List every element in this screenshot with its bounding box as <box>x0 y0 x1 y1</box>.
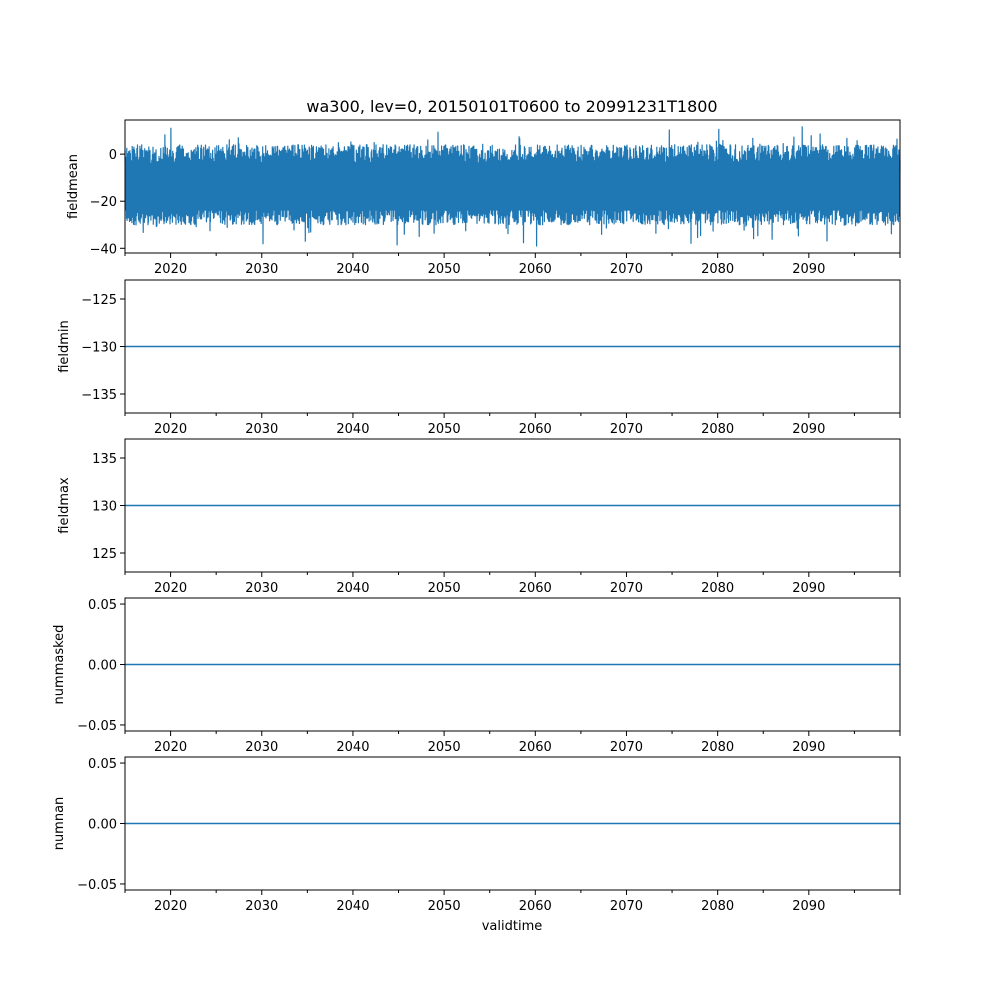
y-axis-label-fieldmax: fieldmax <box>57 477 72 534</box>
x-tick-label: 2090 <box>792 740 825 755</box>
x-tick-label: 2050 <box>428 581 461 596</box>
y-tick-label: −0.05 <box>77 878 117 893</box>
x-tick-label: 2060 <box>519 262 552 277</box>
x-tick-label: 2020 <box>154 581 187 596</box>
figure-title: wa300, lev=0, 20150101T0600 to 20991231T… <box>306 97 717 116</box>
x-tick-label: 2090 <box>792 581 825 596</box>
x-tick-label: 2050 <box>428 740 461 755</box>
y-tick-label: 125 <box>92 547 117 562</box>
x-tick-label: 2020 <box>154 262 187 277</box>
x-tick-label: 2030 <box>245 740 278 755</box>
x-tick-label: 2030 <box>245 262 278 277</box>
x-tick-label: 2070 <box>610 262 643 277</box>
axes-frame-fieldmean <box>124 119 901 254</box>
x-tick-label: 2030 <box>245 581 278 596</box>
subplot-nummasked: 2020 2030 2040 2050 2060 2070 2080 2090 0.05 0.00… <box>52 597 901 755</box>
y-tick-label: 0 <box>109 148 117 163</box>
x-tick-label: 2030 <box>245 899 278 914</box>
x-tick-label: 2080 <box>701 581 734 596</box>
x-tick-label: 2090 <box>792 262 825 277</box>
x-tick-label: 2050 <box>428 262 461 277</box>
x-tick-label: 2080 <box>701 740 734 755</box>
y-tick-label: −40 <box>90 242 117 257</box>
y-axis-label-fieldmin: fieldmin <box>57 320 72 373</box>
x-tick-label: 2040 <box>336 740 369 755</box>
y-tick-label: 0.05 <box>88 757 117 772</box>
x-tick-label: 2060 <box>519 581 552 596</box>
x-tick-label: 2040 <box>336 899 369 914</box>
x-tick-label: 2080 <box>701 262 734 277</box>
x-tick-label: 2020 <box>154 899 187 914</box>
x-tick-label: 2030 <box>245 422 278 437</box>
subplots: 2020 2030 2040 2050 2060 2070 2080 2090 −40 −20 0 f… <box>52 119 901 914</box>
y-tick-label: −0.05 <box>77 719 117 734</box>
x-tick-label: 2090 <box>792 899 825 914</box>
x-axis-label: validtime <box>482 919 543 934</box>
subplot-fieldmax: 2020 2030 2040 2050 2060 2070 2080 2090 135 130 12… <box>57 438 901 596</box>
y-tick-label: 130 <box>92 500 117 515</box>
subplot-fieldmin: 2020 2030 2040 2050 2060 2070 2080 2090 −125 −130… <box>57 279 901 437</box>
x-tick-label: 2070 <box>610 740 643 755</box>
x-tick-label: 2090 <box>792 422 825 437</box>
y-tick-label: 0.00 <box>88 818 117 833</box>
x-tick-label: 2050 <box>428 422 461 437</box>
x-tick-label: 2040 <box>336 581 369 596</box>
y-tick-label: 0.05 <box>88 598 117 613</box>
x-tick-label: 2020 <box>154 422 187 437</box>
series-band-fieldmean <box>125 168 900 211</box>
x-tick-label: 2080 <box>701 422 734 437</box>
x-tick-label: 2060 <box>519 899 552 914</box>
y-tick-label: −130 <box>81 341 117 356</box>
y-tick-label: −135 <box>81 388 117 403</box>
x-tick-label: 2020 <box>154 740 187 755</box>
x-tick-label: 2070 <box>610 581 643 596</box>
subplot-numnan: 2020 2030 2040 2050 2060 2070 2080 2090 0.05 0.00… <box>52 756 901 914</box>
y-tick-label: 135 <box>92 452 117 467</box>
y-axis-label-fieldmean: fieldmean <box>66 154 81 219</box>
y-tick-label: −20 <box>90 195 117 210</box>
y-tick-label: −125 <box>81 293 117 308</box>
x-tick-label: 2070 <box>610 422 643 437</box>
x-tick-label: 2050 <box>428 899 461 914</box>
x-tick-label: 2040 <box>336 262 369 277</box>
y-tick-label: 0.00 <box>88 659 117 674</box>
x-tick-label: 2080 <box>701 899 734 914</box>
x-tick-label: 2070 <box>610 899 643 914</box>
x-tick-label: 2060 <box>519 422 552 437</box>
x-tick-label: 2040 <box>336 422 369 437</box>
subplot-fieldmean: 2020 2030 2040 2050 2060 2070 2080 2090 −40 −20 0 f… <box>66 119 901 277</box>
y-axis-label-nummasked: nummasked <box>52 625 67 705</box>
x-tick-label: 2060 <box>519 740 552 755</box>
y-axis-label-numnan: numnan <box>52 797 67 851</box>
